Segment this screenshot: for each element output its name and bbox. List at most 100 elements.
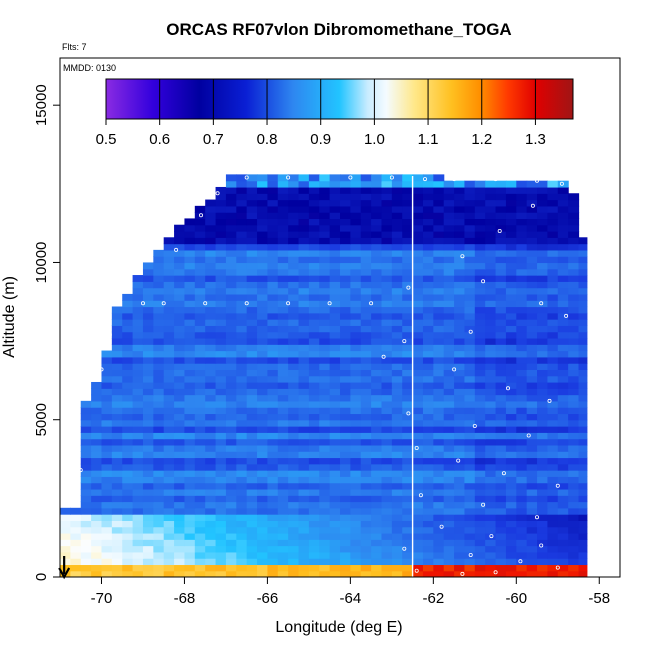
heatmap-cell [402, 356, 414, 364]
heatmap-cell [308, 457, 320, 465]
heatmap-cell [340, 457, 351, 465]
heatmap-cell [298, 400, 310, 408]
heatmap-cell [443, 432, 455, 440]
heatmap-cell [495, 268, 507, 276]
heatmap-cell [132, 400, 144, 408]
heatmap-cell [236, 532, 248, 540]
heatmap-cell [319, 312, 331, 320]
sample-point [501, 471, 506, 476]
heatmap-cell [495, 400, 507, 408]
heatmap-cell [578, 300, 588, 308]
heatmap-cell [516, 350, 528, 358]
sample-point [414, 445, 419, 450]
heatmap-cell [225, 300, 237, 308]
heatmap-cell [267, 356, 279, 364]
heatmap-cell [122, 419, 134, 427]
sample-point [244, 301, 249, 306]
heatmap-cell [236, 551, 248, 559]
heatmap-cell [132, 426, 144, 433]
heatmap-cell [557, 231, 569, 238]
heatmap-cell [132, 413, 144, 421]
heatmap-cell [578, 243, 588, 251]
heatmap-cell [236, 570, 248, 577]
heatmap-cell [433, 426, 445, 433]
heatmap-cell [319, 375, 331, 383]
heatmap-cell [184, 224, 196, 232]
heatmap-cell [215, 344, 227, 352]
heatmap-cell [142, 545, 154, 553]
heatmap-cell [329, 558, 341, 566]
heatmap-cell [132, 275, 144, 282]
heatmap-cell [381, 426, 393, 433]
heatmap-cell [246, 551, 258, 559]
heatmap-cell [236, 193, 248, 201]
heatmap-cell [495, 205, 507, 213]
heatmap-cell [267, 381, 279, 389]
heatmap-cell [257, 520, 269, 528]
heatmap-cell [516, 369, 528, 377]
heatmap-cell [371, 212, 383, 220]
heatmap-cell [557, 482, 569, 490]
heatmap-cell [391, 545, 403, 553]
heatmap-cell [537, 470, 549, 477]
heatmap-cell [568, 212, 580, 220]
heatmap-cell [80, 488, 92, 496]
heatmap-cell [474, 325, 486, 333]
heatmap-cell [308, 482, 320, 490]
heatmap-cell [205, 325, 217, 333]
sample-point [472, 423, 477, 428]
heatmap-cell [132, 350, 144, 358]
heatmap-cell [277, 237, 289, 245]
heatmap-cell [433, 444, 445, 452]
heatmap-cell [474, 570, 486, 577]
heatmap-cell [174, 344, 186, 352]
heatmap-cell [215, 532, 227, 540]
heatmap-cell [319, 400, 331, 408]
heatmap-cell [225, 325, 237, 333]
heatmap-cell [537, 262, 549, 270]
heatmap-cell [153, 306, 165, 314]
heatmap-cell [526, 231, 538, 238]
heatmap-cell [319, 514, 331, 521]
heatmap-cell [340, 199, 351, 207]
heatmap-cell [464, 268, 476, 276]
heatmap-cell [454, 488, 466, 496]
heatmap-cell [267, 231, 279, 238]
heatmap-cell [443, 212, 455, 220]
heatmap-cell [132, 331, 144, 339]
heatmap-cell [257, 186, 269, 194]
heatmap-cell [70, 514, 82, 521]
heatmap-cell [526, 218, 538, 226]
heatmap-cell [412, 539, 424, 547]
heatmap-cell [381, 394, 393, 402]
heatmap-cell [547, 243, 559, 251]
heatmap-cell [526, 363, 538, 370]
heatmap-cell [578, 551, 588, 559]
heatmap-cell [412, 381, 424, 389]
heatmap-cell [464, 551, 476, 559]
heatmap-cell [464, 558, 476, 566]
heatmap-cell [350, 186, 362, 194]
sample-point [505, 386, 510, 391]
heatmap-cell [547, 463, 559, 471]
heatmap-cell [454, 337, 466, 345]
heatmap-cell [111, 501, 123, 509]
heatmap-cell [464, 463, 476, 471]
heatmap-cell [184, 262, 196, 270]
heatmap-cell [578, 463, 588, 471]
heatmap-cell [174, 432, 186, 440]
heatmap-cell [505, 400, 517, 408]
heatmap-cell [412, 249, 424, 257]
heatmap-cell [267, 212, 279, 220]
heatmap-cell [277, 432, 289, 440]
heatmap-cell [350, 488, 362, 496]
heatmap-cell [288, 501, 300, 509]
heatmap-cell [360, 507, 372, 515]
heatmap-cell [329, 268, 341, 276]
heatmap-cell [454, 419, 466, 427]
heatmap-cell [557, 193, 569, 201]
heatmap-cell [485, 356, 497, 364]
heatmap-cell [267, 369, 279, 377]
heatmap-cell [60, 539, 71, 547]
heatmap-cell [474, 193, 486, 201]
